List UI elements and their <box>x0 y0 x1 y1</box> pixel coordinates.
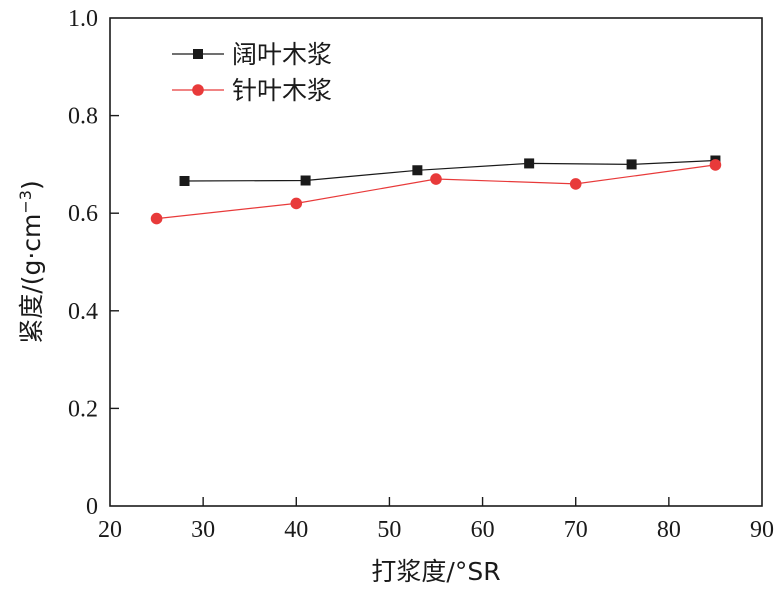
x-tick-label: 80 <box>657 517 681 543</box>
data-point <box>412 165 423 176</box>
data-point <box>150 212 163 225</box>
data-point <box>569 178 582 190</box>
x-tick-label: 70 <box>564 517 588 543</box>
data-point <box>524 158 535 169</box>
y-tick-label: 0.2 <box>68 396 98 422</box>
legend-entry: 阔叶木浆 <box>172 40 332 69</box>
plot-frame <box>109 17 763 507</box>
axes: 20 30 40 50 60 70 80 90 0 0.2 0.4 0.6 0.8 1.0 <box>68 6 774 543</box>
legend-marker <box>193 49 203 59</box>
y-tick-label: 1.0 <box>68 6 98 32</box>
data-point <box>709 159 722 171</box>
series-1 <box>179 155 721 186</box>
x-tick-label: 30 <box>191 517 215 543</box>
series-2 <box>150 159 722 225</box>
legend-label: 阔叶木浆 <box>232 40 332 69</box>
data-point <box>430 173 442 185</box>
x-tick-label: 20 <box>98 517 122 543</box>
x-tick-label: 40 <box>284 517 308 543</box>
y-tick-label: 0.8 <box>68 104 98 130</box>
x-tick-label: 90 <box>750 517 774 543</box>
series-line <box>184 159 716 182</box>
legend-label: 针叶木浆 <box>232 76 332 105</box>
y-axis-label-superscript: −3 <box>16 190 35 214</box>
x-axis-label: 打浆度/°SR <box>371 557 500 586</box>
y-axis-label-close: ) <box>17 180 46 190</box>
data-point <box>290 197 303 210</box>
legend-entry: 针叶木浆 <box>172 76 332 105</box>
legend-marker <box>192 84 204 96</box>
x-tick-label: 60 <box>471 517 495 543</box>
series-layer <box>150 155 722 225</box>
series-line <box>156 164 716 220</box>
y-tick-label: 0 <box>86 494 98 520</box>
data-point <box>179 175 190 186</box>
data-point <box>300 175 311 186</box>
y-axis-label: 紧度/(g·cm−3) <box>16 180 46 343</box>
data-point <box>626 159 637 170</box>
y-tick-label: 0.4 <box>68 299 98 325</box>
x-tick-label: 50 <box>377 517 401 543</box>
y-axis-label-main: 紧度/(g·cm <box>17 214 46 344</box>
y-tick-label: 0.6 <box>68 201 98 227</box>
